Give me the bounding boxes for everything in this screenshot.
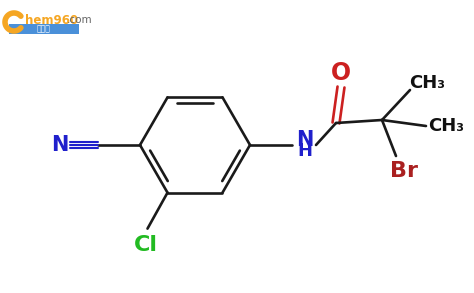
Text: O: O (331, 61, 351, 85)
Text: H: H (298, 142, 312, 160)
Text: .com: .com (67, 15, 92, 25)
Text: Cl: Cl (134, 235, 157, 255)
Text: Br: Br (390, 161, 418, 181)
Text: CH₃: CH₃ (409, 74, 445, 92)
Text: CH₃: CH₃ (428, 117, 464, 135)
Text: hem960: hem960 (25, 13, 78, 26)
Text: N: N (296, 130, 314, 150)
Text: 化工网: 化工网 (37, 25, 51, 33)
FancyBboxPatch shape (9, 24, 79, 34)
Text: N: N (51, 135, 69, 155)
